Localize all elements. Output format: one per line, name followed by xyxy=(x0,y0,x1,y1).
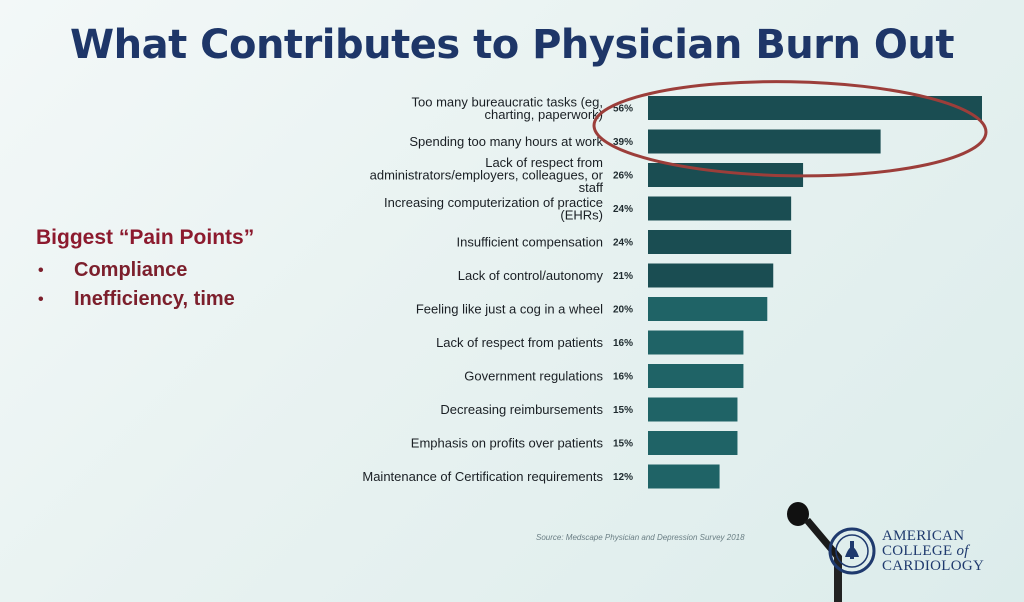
pain-point-item: • Compliance xyxy=(36,256,254,285)
bar-value-label: 16% xyxy=(613,372,633,383)
bar xyxy=(648,129,881,154)
source-note: Source: Medscape Physician and Depressio… xyxy=(536,533,745,542)
bar xyxy=(648,196,792,221)
bar xyxy=(648,464,720,489)
bar xyxy=(648,230,792,254)
slide-title: What Contributes to Physician Burn Out xyxy=(69,22,955,68)
microphone-icon xyxy=(787,502,842,602)
bullet-icon: • xyxy=(38,291,44,308)
bar-value-label: 24% xyxy=(613,238,633,249)
acc-logo: AMERICAN COLLEGE of CARDIOLOGY xyxy=(828,527,984,575)
bar-value-label: 16% xyxy=(613,338,633,349)
bar xyxy=(648,397,738,422)
acc-line-2-of: of xyxy=(956,542,969,559)
category-label: Lack of control/autonomy xyxy=(458,268,604,283)
category-label: Increasing computerization of practice (E… xyxy=(384,195,603,223)
highlight-ellipse xyxy=(592,80,988,178)
pain-point-label: Compliance xyxy=(74,259,188,281)
pain-points-box: Biggest “Pain Points” • Compliance • Ineff… xyxy=(36,226,254,314)
category-label: Decreasing reimbursements xyxy=(440,402,603,417)
category-label: Lack of respect from patients xyxy=(436,335,603,350)
bar-value-label: 20% xyxy=(613,305,633,316)
bar-value-label: 56% xyxy=(613,104,633,115)
acc-line-2: COLLEGE of xyxy=(882,542,984,559)
bar xyxy=(648,297,768,321)
bar-value-label: 15% xyxy=(613,439,633,450)
bar-value-label: 21% xyxy=(613,271,633,282)
bar-value-label: 26% xyxy=(613,171,633,182)
acc-wordmark: AMERICAN COLLEGE of CARDIOLOGY xyxy=(882,527,985,574)
bar xyxy=(648,431,738,455)
pain-point-item: • Inefficiency, time xyxy=(36,285,254,314)
pain-points-list: • Compliance • Inefficiency, time xyxy=(36,256,254,314)
acc-line-1: AMERICAN xyxy=(882,527,965,544)
category-label: Spending too many hours at work xyxy=(409,134,603,149)
category-label: Maintenance of Certification requirement… xyxy=(362,469,603,484)
acc-line-3: CARDIOLOGY xyxy=(882,557,985,574)
bar-value-label: 12% xyxy=(613,472,633,483)
category-label: Insufficient compensation xyxy=(457,235,603,250)
bar-value-label: 39% xyxy=(613,137,633,148)
category-label: Lack of respect from administrators/emplo… xyxy=(370,155,604,195)
category-label: Feeling like just a cog in a wheel xyxy=(416,302,603,317)
bar xyxy=(648,330,744,355)
bar xyxy=(648,263,774,288)
category-label: Emphasis on profits over patients xyxy=(411,436,604,451)
acc-line-2-college: COLLEGE xyxy=(882,542,957,559)
pain-point-label: Inefficiency, time xyxy=(74,288,235,310)
pain-points-heading: Biggest “Pain Points” xyxy=(36,226,255,249)
category-label: Too many bureaucratic tasks (eg, charting… xyxy=(412,94,603,122)
bar-value-label: 15% xyxy=(613,405,633,416)
bar xyxy=(648,364,744,388)
bullet-icon: • xyxy=(38,262,44,279)
bar-value-label: 24% xyxy=(613,204,633,215)
acc-seal-icon xyxy=(828,527,876,575)
category-label: Government regulations xyxy=(464,369,603,384)
bar xyxy=(648,96,982,120)
